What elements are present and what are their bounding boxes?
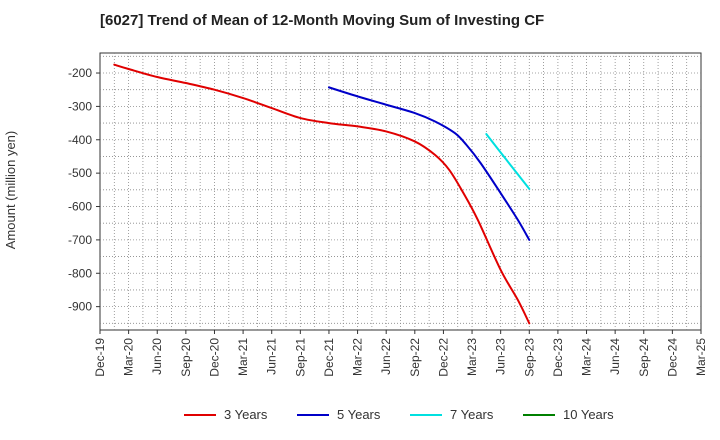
x-tick-label: Jun-22: [379, 338, 393, 375]
x-tick-label: Sep-22: [408, 338, 422, 377]
y-tick-label: -900: [68, 300, 92, 314]
legend-label: 7 Years: [450, 407, 494, 422]
y-tick-label: -500: [68, 166, 92, 180]
y-tick-label: -200: [68, 66, 92, 80]
x-tick-label: Mar-24: [580, 338, 594, 376]
series-line-5-years: [327, 86, 531, 241]
vertical-gridlines: [113, 53, 688, 330]
y-tick-label: -400: [68, 133, 92, 147]
y-tick-label: -300: [68, 99, 92, 113]
x-tick-label: Mar-21: [236, 338, 250, 376]
y-tick-label: -600: [68, 200, 92, 214]
y-tick-label: -700: [68, 233, 92, 247]
x-tick-label: Sep-21: [293, 338, 307, 377]
chart-title: [6027] Trend of Mean of 12-Month Moving …: [100, 12, 545, 29]
x-tick-label: Dec-20: [207, 338, 221, 377]
legend-label: 10 Years: [563, 407, 614, 422]
x-tick-label: Dec-21: [322, 338, 336, 377]
series-lines: [113, 63, 531, 325]
series-line-7-years: [485, 133, 531, 190]
x-tick-label: Dec-19: [93, 338, 107, 377]
x-tick-labels: Dec-19 Mar-20 Jun-20 Sep-20 Dec-20 Mar-21 Jun-…: [93, 330, 708, 377]
legend: 3 Years 5 Years 7 Years 10 Years: [184, 407, 614, 422]
x-tick-label: Dec-24: [665, 338, 679, 377]
x-tick-label: Sep-24: [637, 338, 651, 377]
x-tick-label: Jun-24: [608, 338, 622, 375]
horizontal-gridlines: [100, 55, 701, 324]
x-tick-label: Dec-22: [436, 338, 450, 377]
x-tick-label: Dec-23: [551, 338, 565, 377]
x-tick-label: Sep-23: [522, 338, 536, 377]
y-axis-label-container: Amount (million yen): [4, 131, 18, 250]
x-tick-label: Mar-22: [351, 338, 365, 376]
y-tick-labels: -200 -300 -400 -500 -600 -700 -800 -900: [68, 66, 100, 314]
legend-label: 3 Years: [224, 407, 268, 422]
x-tick-label: Sep-20: [179, 338, 193, 377]
x-tick-label: Mar-23: [465, 338, 479, 376]
series-line-3-years: [113, 63, 531, 325]
y-tick-label: -800: [68, 266, 92, 280]
x-tick-label: Mar-25: [694, 338, 708, 376]
legend-label: 5 Years: [337, 407, 381, 422]
x-tick-label: Jun-23: [494, 338, 508, 375]
plot-area: -200 -300 -400 -500 -600 -700 -800 -900 Dec-19 M…: [68, 52, 708, 377]
x-tick-label: Jun-21: [265, 338, 279, 375]
y-axis-label: Amount (million yen): [4, 131, 18, 250]
x-tick-label: Mar-20: [122, 338, 136, 376]
x-tick-label: Jun-20: [150, 338, 164, 375]
